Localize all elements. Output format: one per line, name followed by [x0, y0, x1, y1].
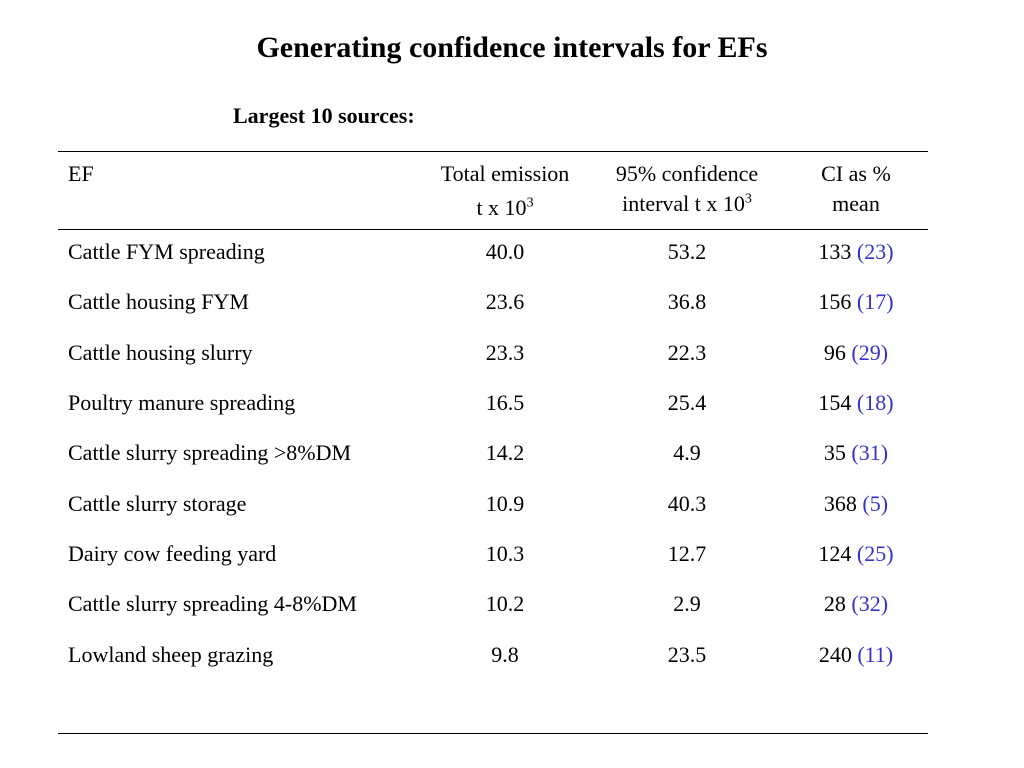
ci-percent-cell: 124 (25) [784, 539, 928, 569]
table-bottom-rule [58, 733, 928, 734]
header-total-exponent: 3 [526, 195, 534, 211]
page-title: Generating confidence intervals for EFs [256, 31, 768, 64]
ef-name-cell: Cattle housing FYM [68, 289, 249, 314]
rank-badge: (11) [857, 642, 894, 667]
ef-name-cell: Cattle slurry spreading >8%DM [68, 440, 352, 465]
header-ci-line1: 95% confidence [615, 161, 759, 186]
table-header-rule [58, 229, 928, 230]
rank-badge: (23) [856, 239, 894, 264]
ci-percent-cell: 368 (5) [784, 489, 928, 519]
ef-name-cell: Cattle slurry storage [68, 491, 247, 516]
ci-percent-value: 133 [818, 239, 852, 264]
ci-cell: 4.9 [673, 440, 701, 465]
header-ci-line2: interval t x 103 [598, 189, 776, 219]
header-pct-line1: CI as % [821, 161, 891, 186]
ci-cell: 12.7 [667, 541, 707, 566]
ci-cell: 53.2 [667, 239, 707, 264]
ef-name-cell: Cattle housing slurry [68, 340, 253, 365]
ef-name-cell: Cattle FYM spreading [68, 239, 265, 264]
ci-percent-value: 156 [818, 289, 852, 314]
total-emission-cell: 10.3 [485, 541, 525, 566]
total-emission-cell: 9.8 [491, 642, 519, 667]
header-total-unit: t x 10 [476, 195, 527, 220]
total-emission-cell: 23.6 [485, 289, 525, 314]
total-emission-cell: 16.5 [485, 390, 525, 415]
ef-name-cell: Dairy cow feeding yard [68, 541, 277, 566]
ci-percent-cell: 156 (17) [784, 287, 928, 317]
rank-badge: (32) [851, 591, 889, 616]
ci-cell: 22.3 [667, 340, 707, 365]
total-emission-cell: 10.2 [485, 591, 525, 616]
header-total-line2: t x 103 [425, 193, 585, 223]
ci-percent-value: 240 [818, 642, 852, 667]
total-emission-cell: 40.0 [485, 239, 525, 264]
ci-percent-cell: 154 (18) [784, 388, 928, 418]
ef-name-cell: Cattle slurry spreading 4-8%DM [68, 591, 357, 616]
rank-badge: (31) [851, 440, 889, 465]
ci-cell: 25.4 [667, 390, 707, 415]
ef-name-cell: Lowland sheep grazing [68, 642, 274, 667]
ci-percent-value: 124 [818, 541, 852, 566]
table-top-rule [58, 151, 928, 152]
rank-badge: (18) [856, 390, 894, 415]
table-subtitle: Largest 10 sources: [233, 103, 415, 128]
ci-percent-cell: 35 (31) [784, 438, 928, 468]
ci-cell: 40.3 [667, 491, 707, 516]
ci-percent-value: 96 [823, 340, 846, 365]
ci-percent-value: 368 [823, 491, 857, 516]
header-ci-unit: interval t x 10 [622, 191, 745, 216]
total-emission-cell: 14.2 [485, 440, 525, 465]
rank-badge: (29) [851, 340, 889, 365]
ci-cell: 2.9 [673, 591, 701, 616]
ci-cell: 23.5 [667, 642, 707, 667]
ci-percent-value: 28 [823, 591, 846, 616]
total-emission-cell: 23.3 [485, 340, 525, 365]
header-pct-line2: mean [832, 191, 880, 216]
rank-badge: (25) [856, 541, 894, 566]
ci-percent-cell: 96 (29) [784, 338, 928, 368]
ci-percent-cell: 133 (23) [784, 237, 928, 267]
ci-percent-cell: 28 (32) [784, 589, 928, 619]
ci-percent-value: 35 [823, 440, 846, 465]
header-ef: EF [68, 161, 94, 186]
header-ci-exponent: 3 [744, 191, 752, 207]
ci-cell: 36.8 [667, 289, 707, 314]
ci-percent-value: 154 [818, 390, 852, 415]
rank-badge: (5) [862, 491, 889, 516]
total-emission-cell: 10.9 [485, 491, 525, 516]
ci-percent-cell: 240 (11) [784, 640, 928, 670]
header-total-line1: Total emission [440, 161, 570, 186]
ef-name-cell: Poultry manure spreading [68, 390, 296, 415]
rank-badge: (17) [856, 289, 894, 314]
